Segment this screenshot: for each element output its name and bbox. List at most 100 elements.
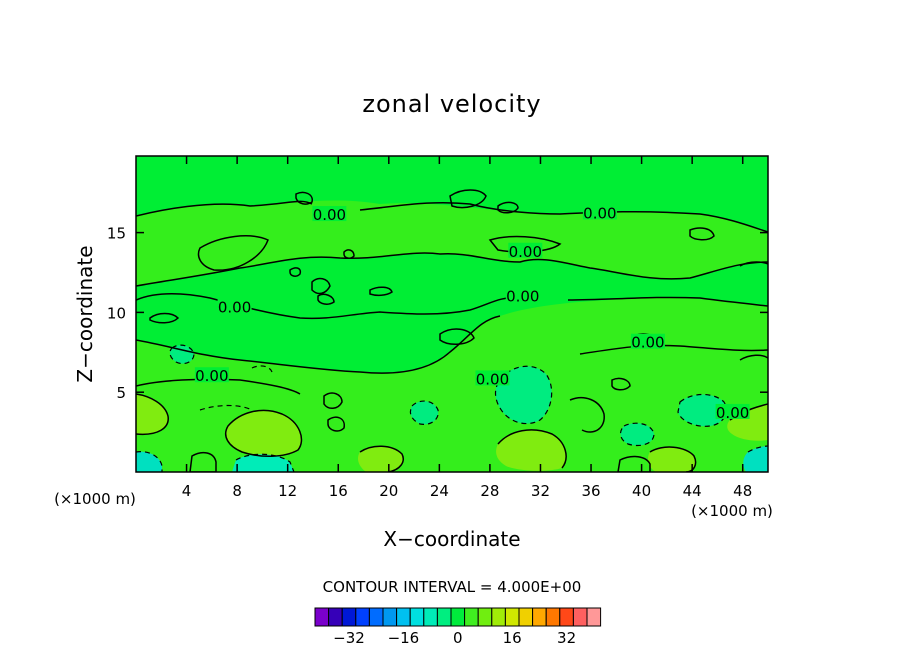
x-axis-ticks: 4 8 12 16 20 24 28 32 36 40 44 48	[182, 156, 752, 500]
colorbar-swatch	[396, 607, 411, 627]
contour-label-background	[217, 298, 252, 314]
colorbar-tick-label: −32	[333, 629, 365, 647]
colorbar-swatch	[368, 607, 384, 627]
colorbar-swatch	[518, 607, 534, 627]
contour-labels: 0.00 0.00 0.00 0.00 0.00 0.00 0.00 0.00 0.00	[194, 204, 750, 422]
contour-line	[569, 396, 605, 433]
y-axis-ticks: 5 10 15	[107, 225, 768, 402]
contour-label: 0.00	[506, 287, 539, 305]
region-weak-negative-upper-left	[169, 345, 194, 364]
colorbar-swatch	[314, 607, 330, 627]
contour-line	[295, 191, 313, 205]
plot-frame	[135, 155, 769, 473]
contour-lines	[136, 189, 768, 472]
y-tick-label: 15	[107, 225, 126, 243]
contour-line	[739, 354, 768, 361]
plot-area: 0.00 0.00 0.00 0.00 0.00 0.00 0.00 0.00 0.00	[135, 155, 769, 473]
region-lime-left	[136, 394, 169, 435]
contour-label-background	[630, 333, 665, 349]
colorbar-tick-label: −16	[388, 629, 420, 647]
contour-line	[323, 392, 343, 409]
contour-line	[439, 328, 475, 345]
contour-line	[611, 377, 631, 391]
x-tick-label: 8	[232, 482, 242, 500]
contour-line	[224, 409, 303, 457]
contour-line	[617, 455, 651, 472]
x-tick-label: 40	[632, 482, 651, 500]
x-tick-label: 48	[733, 482, 752, 500]
colorbar-swatch	[572, 607, 588, 627]
contour-line	[136, 393, 169, 436]
y-axis-units: (×1000 m)	[54, 490, 136, 508]
colorbar-tick-label: 16	[503, 629, 522, 647]
contour-label: 0.00	[476, 370, 509, 388]
contour-label-background	[715, 403, 750, 419]
colorbar-swatch	[409, 607, 425, 627]
region-weak-negative-mid	[620, 423, 654, 446]
contour-label: 0.00	[313, 206, 346, 224]
filled-regions	[136, 200, 768, 472]
contour-label: 0.00	[195, 367, 228, 385]
x-tick-label: 24	[430, 482, 449, 500]
colorbar-swatch	[491, 607, 506, 627]
contour-line	[136, 292, 521, 320]
x-tick-label: 16	[329, 482, 348, 500]
contour-line	[369, 286, 393, 297]
y-tick-label: 10	[107, 304, 126, 322]
region-negative-bottom-right	[743, 446, 768, 472]
contour-label: 0.00	[631, 334, 664, 352]
contour-interval-text: CONTOUR INTERVAL = 4.000E+00	[323, 578, 582, 596]
contour-line	[311, 277, 331, 295]
x-tick-label: 36	[581, 482, 600, 500]
contour-label: 0.00	[716, 404, 749, 422]
contour-line	[579, 344, 768, 355]
chart-title: zonal velocity	[362, 90, 541, 118]
x-tick-label: 20	[379, 482, 398, 500]
contour-line	[317, 293, 335, 305]
contour-line	[343, 249, 355, 259]
x-tick-label: 4	[182, 482, 192, 500]
colorbar-swatch	[464, 607, 479, 627]
colorbar-swatch	[586, 607, 602, 627]
colorbar-tick-label: 32	[557, 629, 576, 647]
colorbar-swatch	[341, 607, 357, 627]
contour-label-background	[582, 204, 617, 220]
colorbar-swatch	[504, 607, 520, 627]
contour-line	[689, 227, 715, 241]
region-lime-bottom-right	[648, 447, 696, 472]
contour-line	[497, 429, 567, 469]
region-lime-center-left	[225, 410, 302, 457]
region-lime-center	[496, 429, 567, 471]
contour-line	[739, 261, 768, 267]
contour-label-background	[475, 370, 510, 386]
colorbar-tick-label: 0	[453, 629, 463, 647]
region-weak-negative-right	[678, 394, 727, 427]
x-axis-label: X−coordinate	[383, 527, 520, 551]
contour-line	[136, 200, 768, 233]
contour-line	[497, 201, 519, 214]
contour-line	[136, 252, 768, 287]
dashed-contour-line	[251, 365, 273, 373]
contour-line	[149, 312, 180, 324]
x-axis-units: (×1000 m)	[691, 502, 773, 520]
contour-label-background	[505, 287, 540, 303]
contour-label-background	[508, 242, 543, 258]
dashed-contour-line	[136, 451, 163, 472]
region-weak-negative-left	[410, 401, 439, 425]
dashed-contour-line	[494, 365, 553, 425]
contour-line	[359, 445, 404, 472]
contour-line	[136, 378, 301, 395]
colorbar-swatch	[477, 607, 493, 627]
colorbar: −32 −16 0 16 32	[314, 607, 602, 647]
contour-label: 0.00	[583, 204, 616, 222]
contour-label-background	[194, 367, 229, 383]
contour-line	[289, 267, 302, 277]
dashed-contour-line	[169, 344, 195, 365]
contour-label-background	[312, 206, 347, 222]
region-lime-right	[727, 404, 768, 441]
colorbar-swatch	[423, 607, 438, 627]
colorbar-swatch	[382, 607, 398, 627]
y-axis-label: Z−coordinate	[73, 245, 97, 382]
